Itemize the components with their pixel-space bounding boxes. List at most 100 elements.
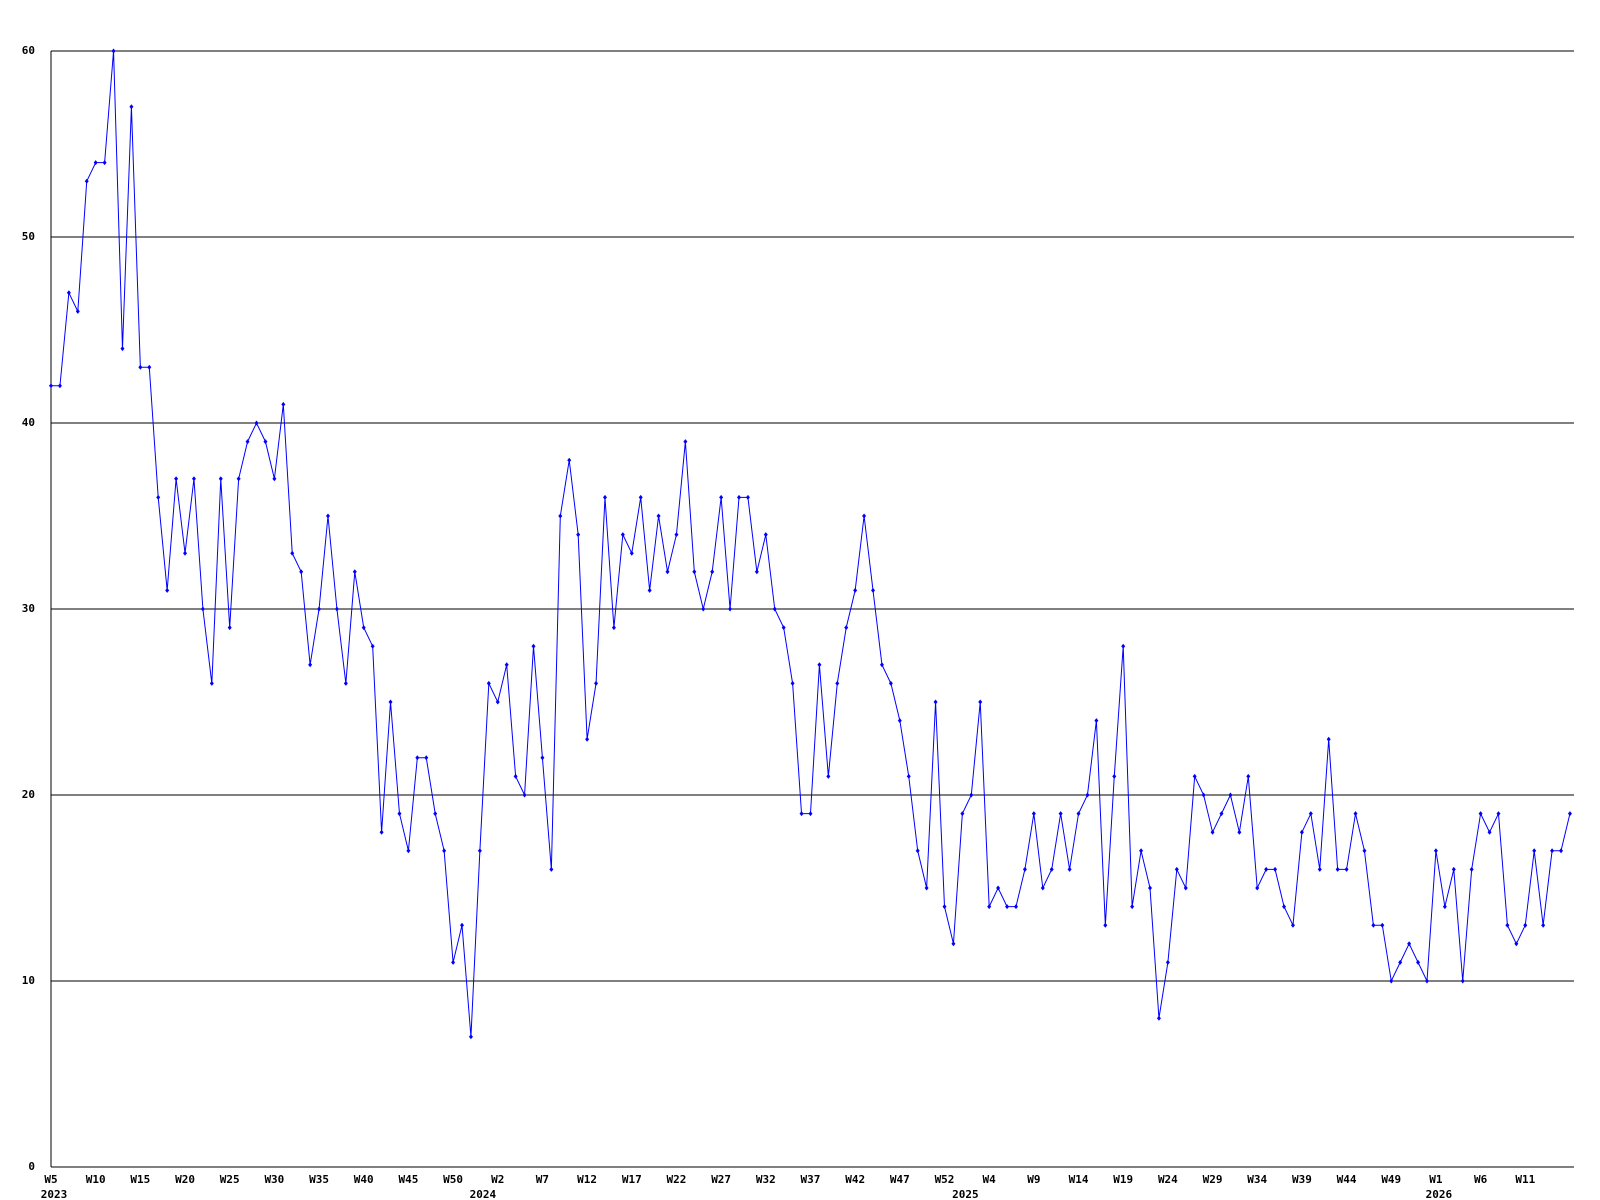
point-marker (1005, 904, 1010, 910)
point-marker (558, 513, 563, 519)
point-marker (1228, 792, 1233, 798)
point-marker (209, 680, 214, 686)
point-marker (183, 550, 188, 556)
x-tick-label: W20 (175, 1173, 195, 1186)
point-marker (1058, 811, 1063, 817)
point-marker (942, 904, 947, 910)
x-tick-label: W35 (309, 1173, 329, 1186)
point-marker (513, 773, 518, 779)
point-marker (1353, 811, 1358, 817)
point-marker (1478, 811, 1483, 817)
point-marker (1148, 885, 1153, 891)
point-marker (701, 606, 706, 612)
point-marker (710, 569, 715, 575)
point-marker (745, 494, 750, 500)
point-marker (424, 755, 429, 761)
point-marker (1469, 866, 1474, 872)
point-marker (236, 476, 241, 482)
x-tick-label: W7 (536, 1173, 549, 1186)
point-marker (1416, 959, 1421, 965)
point-marker (317, 606, 322, 612)
point-marker (1112, 773, 1117, 779)
point-marker (790, 680, 795, 686)
point-marker (406, 848, 411, 854)
point-marker (486, 680, 491, 686)
point-marker (1040, 885, 1045, 891)
point-marker (334, 606, 339, 612)
point-marker (1094, 718, 1099, 724)
point-marker (736, 494, 741, 500)
point-marker (1273, 866, 1278, 872)
point-marker (611, 625, 616, 631)
x-tick-label: W42 (845, 1173, 865, 1186)
x-tick-label: W39 (1292, 1173, 1312, 1186)
point-marker (853, 587, 858, 593)
point-marker (415, 755, 420, 761)
point-marker (719, 494, 724, 500)
point-marker (1290, 922, 1295, 928)
point-marker (888, 680, 893, 686)
point-marker (1067, 866, 1072, 872)
point-marker (325, 513, 330, 519)
point-marker (218, 476, 223, 482)
point-marker (522, 792, 527, 798)
x-tick-label: W11 (1515, 1173, 1535, 1186)
point-marker (1442, 904, 1447, 910)
point-marker (826, 773, 831, 779)
point-marker (1344, 866, 1349, 872)
point-marker (1255, 885, 1260, 891)
point-marker (951, 941, 956, 947)
point-marker (1156, 1015, 1161, 1021)
point-marker (165, 587, 170, 593)
point-marker (1139, 848, 1144, 854)
point-marker (1433, 848, 1438, 854)
point-marker (308, 662, 313, 668)
point-marker (594, 680, 599, 686)
point-marker (451, 959, 456, 965)
x-tick-label: W4 (983, 1173, 997, 1186)
x-tick-label: W2 (491, 1173, 504, 1186)
point-marker (683, 439, 688, 445)
point-marker (692, 569, 697, 575)
series-line (51, 50, 1571, 1037)
x-tick-label: W50 (443, 1173, 463, 1186)
point-marker (1246, 773, 1251, 779)
point-marker (227, 625, 232, 631)
point-marker (665, 569, 670, 575)
point-marker (477, 848, 482, 854)
point-marker (138, 364, 143, 370)
point-marker (263, 439, 268, 445)
point-marker (388, 699, 393, 705)
point-marker (763, 532, 768, 538)
point-marker (1398, 959, 1403, 965)
point-marker (299, 569, 304, 575)
x-tick-label: W9 (1027, 1173, 1040, 1186)
point-marker (200, 606, 205, 612)
y-tick-label: 0 (28, 1160, 35, 1173)
point-marker (924, 885, 929, 891)
x-tick-label: W15 (130, 1173, 150, 1186)
point-marker (781, 625, 786, 631)
x-tick-label: W1 (1429, 1173, 1443, 1186)
point-marker (549, 866, 554, 872)
point-marker (1496, 811, 1501, 817)
point-marker (629, 550, 634, 556)
point-marker (1451, 866, 1456, 872)
point-marker (1219, 811, 1224, 817)
point-marker (1049, 866, 1054, 872)
point-marker (835, 680, 840, 686)
x-tick-label: W29 (1203, 1173, 1223, 1186)
point-marker (120, 346, 125, 352)
x-year-label: 2026 (1426, 1188, 1453, 1200)
point-marker (871, 587, 876, 593)
point-marker (656, 513, 661, 519)
x-tick-label: W44 (1337, 1173, 1357, 1186)
point-marker (1103, 922, 1108, 928)
point-marker (1371, 922, 1376, 928)
point-marker (397, 811, 402, 817)
point-marker (906, 773, 911, 779)
point-marker (540, 755, 545, 761)
point-marker (1076, 811, 1081, 817)
x-year-label: 2024 (470, 1188, 497, 1200)
